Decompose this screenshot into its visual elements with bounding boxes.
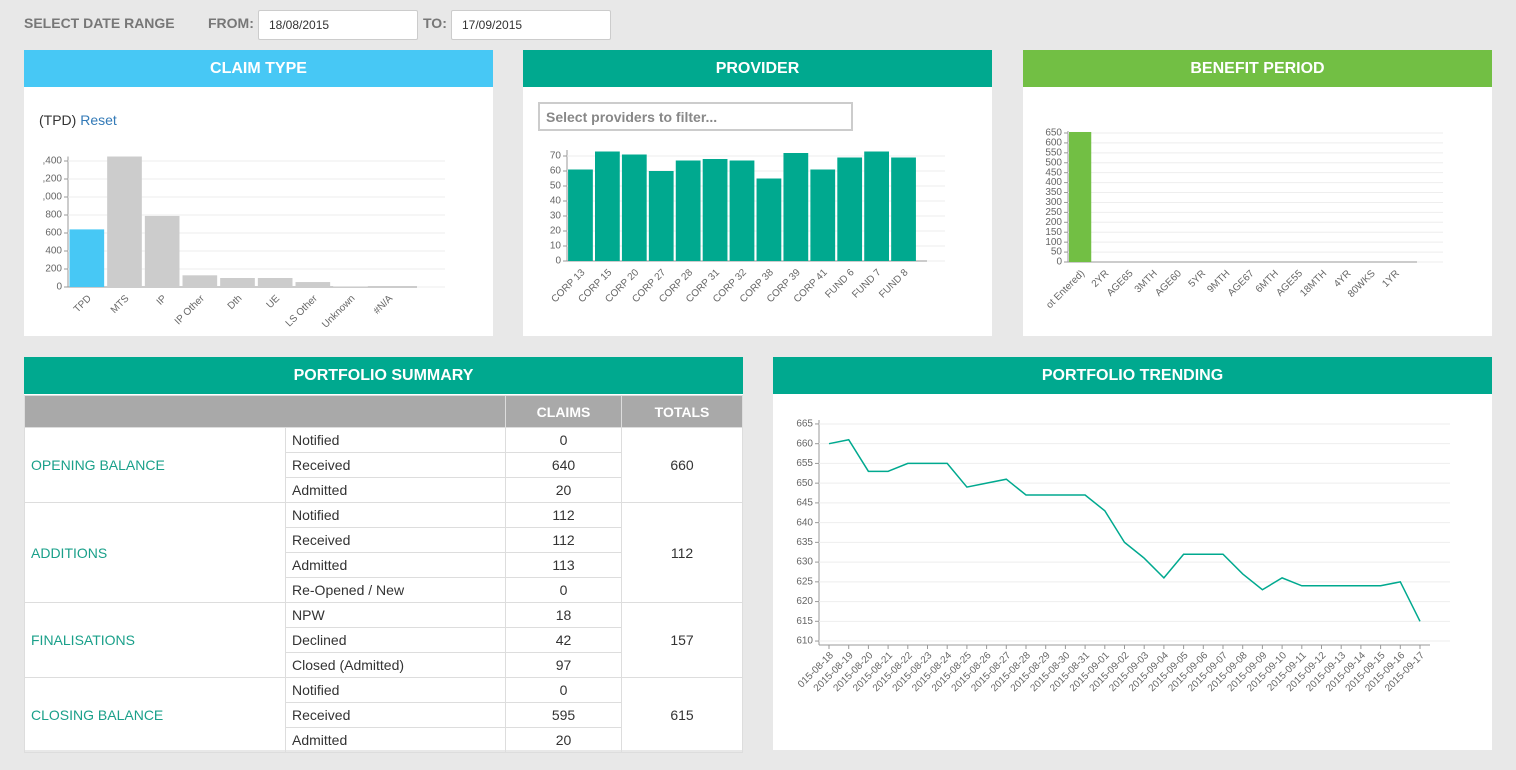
portfolio-summary-panel: PORTFOLIO SUMMARY CLAIMS TOTALS OPENING BA… [24,357,743,753]
claims-cell: 97 [505,652,622,678]
table-row: Re-Opened / New 0 [25,577,743,603]
filter-text: (TPD) [39,112,77,128]
claims-cell: 0 [505,577,622,603]
row-label: Notified [285,427,506,453]
table-row: Closed (Admitted) 97 [25,652,743,678]
row-label: Admitted [285,552,506,578]
date-range-label: SELECT DATE RANGE [24,15,175,31]
total-cell: 112 [621,502,743,603]
to-input[interactable]: 17/09/2015 [451,10,611,40]
reset-link[interactable]: Reset [80,112,117,128]
total-cell: 660 [621,427,743,503]
claims-cell: 20 [505,477,622,503]
table-row: FINALISATIONS NPW 18 157 [24,602,743,678]
portfolio-trending-panel: PORTFOLIO TRENDING [773,357,1492,750]
panel-title: PROVIDER [523,50,992,87]
row-label: Notified [285,502,506,528]
table-row: Received 112 [25,527,743,553]
claims-cell: 0 [505,677,622,703]
claims-cell: 0 [505,427,622,453]
section-label: FINALISATIONS [24,602,286,678]
section-label: OPENING BALANCE [24,427,286,503]
claims-cell: 42 [505,627,622,653]
claims-cell: 112 [505,527,622,553]
table-row: ADDITIONS Notified 112 112 [24,502,743,603]
row-label: Closed (Admitted) [285,652,506,678]
claims-cell: 18 [505,602,622,628]
row-label: Admitted [285,477,506,503]
table-row: OPENING BALANCE Notified 0 660 [24,427,743,503]
to-label: TO: [423,15,447,31]
table-row: Received 640 [25,452,743,478]
header-cell [24,395,506,428]
row-label: Re-Opened / New [285,577,506,603]
claims-cell: 20 [505,727,622,753]
panel-title: BENEFIT PERIOD [1023,50,1492,87]
benefit-period-panel: BENEFIT PERIOD [1023,50,1492,336]
row-label: NPW [285,602,506,628]
row-label: Notified [285,677,506,703]
header-row: CLAIMS TOTALS [24,395,743,428]
section-label: ADDITIONS [24,502,286,603]
claims-cell: 112 [505,502,622,528]
from-label: FROM: [208,15,254,31]
from-input[interactable]: 18/08/2015 [258,10,418,40]
claims-cell: 113 [505,552,622,578]
panel-title: PORTFOLIO SUMMARY [24,357,743,394]
row-label: Received [285,702,506,728]
summary-table: CLAIMS TOTALS OPENING BALANCE Notified 0 660 R… [24,395,743,753]
row-label: Received [285,527,506,553]
row-label: Received [285,452,506,478]
row-label: Admitted [285,727,506,753]
panel-title: PORTFOLIO TRENDING [773,357,1492,394]
provider-panel: PROVIDER Select providers to filter... [523,50,992,336]
header-cell: TOTALS [621,395,743,428]
total-cell: 157 [621,602,743,678]
panel-title: CLAIM TYPE [24,50,493,87]
table-row: CLOSING BALANCE Notified 0 615 [24,677,743,753]
section-label: CLOSING BALANCE [24,677,286,753]
claim-type-panel: CLAIM TYPE (TPD) Reset [24,50,493,336]
total-cell: 615 [621,677,743,753]
provider-filter[interactable]: Select providers to filter... [538,102,853,131]
claims-cell: 595 [505,702,622,728]
table-row: Admitted 113 [25,552,743,578]
table-row: Admitted 20 [25,727,743,753]
row-label: Declined [285,627,506,653]
claims-cell: 640 [505,452,622,478]
header-cell: CLAIMS [505,395,622,428]
